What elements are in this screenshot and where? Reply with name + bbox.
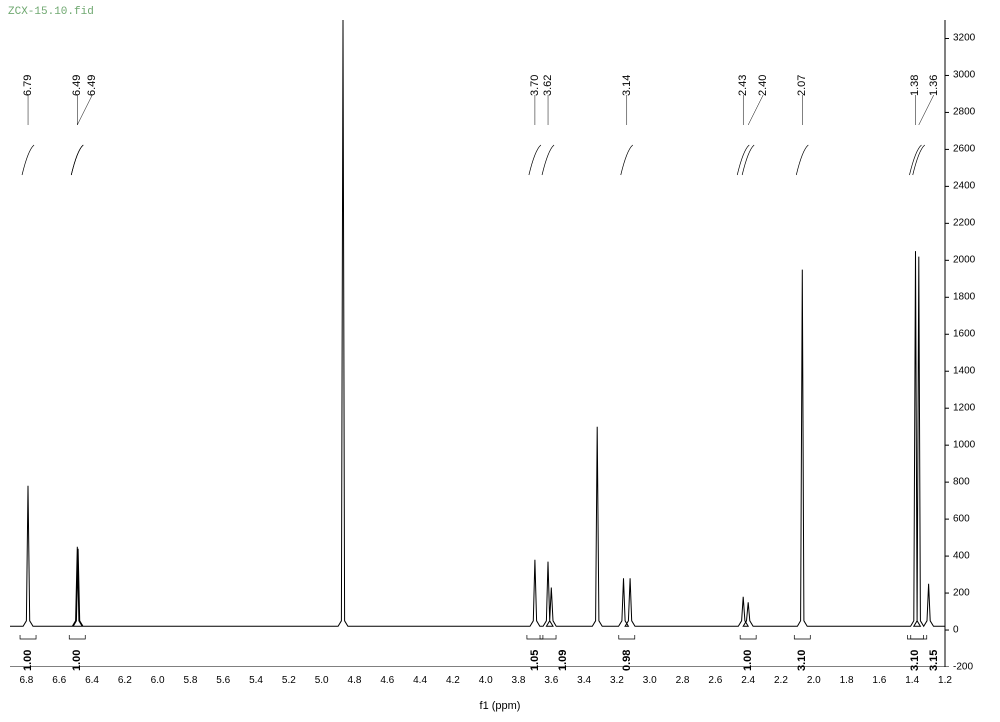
integral-label: 1.00 (71, 650, 83, 671)
integral-label: 3.10 (796, 650, 808, 671)
x-tick-label: 5.0 (315, 675, 329, 686)
y-tick-label: 400 (953, 551, 1000, 562)
x-tick-label: 5.6 (216, 675, 230, 686)
integral-label: 3.10 (909, 650, 921, 671)
y-tick-label: 3200 (953, 33, 1000, 44)
y-tick-label: 800 (953, 477, 1000, 488)
y-tick-label: 2200 (953, 218, 1000, 229)
x-tick-label: 2.8 (676, 675, 690, 686)
x-tick-label: 3.4 (577, 675, 591, 686)
y-tick-label: -200 (953, 662, 1000, 673)
integral-label: 1.09 (557, 650, 569, 671)
y-tick-label: 600 (953, 514, 1000, 525)
y-tick-label: 1400 (953, 366, 1000, 377)
x-tick-label: 2.0 (807, 675, 821, 686)
x-tick-label: 3.2 (610, 675, 624, 686)
y-tick-label: 1800 (953, 292, 1000, 303)
y-tick-label: 2000 (953, 255, 1000, 266)
peak-label: 6.49 (86, 75, 98, 96)
x-tick-label: 4.2 (446, 675, 460, 686)
x-tick-label: 1.6 (872, 675, 886, 686)
x-tick-label: 2.4 (741, 675, 755, 686)
x-tick-label: 5.8 (183, 675, 197, 686)
y-tick-label: 200 (953, 588, 1000, 599)
y-tick-label: 2400 (953, 181, 1000, 192)
integral-label: 1.00 (742, 650, 754, 671)
x-tick-label: 6.4 (85, 675, 99, 686)
x-axis-title: f1 (ppm) (480, 700, 521, 712)
peak-label: 3.14 (621, 75, 633, 96)
y-tick-label: 3000 (953, 70, 1000, 81)
y-tick-label: 1200 (953, 403, 1000, 414)
x-tick-label: 4.8 (348, 675, 362, 686)
x-tick-label: 3.8 (512, 675, 526, 686)
x-tick-label: 1.4 (905, 675, 919, 686)
x-tick-label: 4.0 (479, 675, 493, 686)
x-tick-label: 3.0 (643, 675, 657, 686)
x-tick-label: 5.4 (249, 675, 263, 686)
x-tick-label: 1.8 (840, 675, 854, 686)
integral-label: 0.98 (621, 650, 633, 671)
x-tick-label: 5.2 (282, 675, 296, 686)
peak-label: 2.43 (737, 75, 749, 96)
nmr-spectrum (0, 0, 955, 667)
peak-label: 6.79 (22, 75, 34, 96)
peak-label: 2.07 (796, 75, 808, 96)
x-tick-label: 6.2 (118, 675, 132, 686)
x-tick-label: 4.4 (413, 675, 427, 686)
peak-label: 2.40 (757, 75, 769, 96)
peak-label: 3.70 (529, 75, 541, 96)
y-tick-label: 0 (953, 625, 1000, 636)
x-tick-label: 2.2 (774, 675, 788, 686)
peak-label: 1.38 (909, 75, 921, 96)
x-tick-label: 1.2 (938, 675, 952, 686)
integral-label: 1.00 (22, 650, 34, 671)
y-tick-label: 2600 (953, 144, 1000, 155)
x-tick-label: 2.6 (708, 675, 722, 686)
integral-label: 3.15 (928, 650, 940, 671)
peak-label: 1.36 (928, 75, 940, 96)
x-tick-label: 4.6 (380, 675, 394, 686)
peak-label: 6.49 (71, 75, 83, 96)
x-tick-label: 6.8 (19, 675, 33, 686)
x-tick-label: 6.6 (52, 675, 66, 686)
y-tick-label: 1000 (953, 440, 1000, 451)
y-tick-label: 2800 (953, 107, 1000, 118)
x-tick-label: 3.6 (544, 675, 558, 686)
peak-label: 3.62 (542, 75, 554, 96)
y-tick-label: 1600 (953, 329, 1000, 340)
integral-label: 1.05 (529, 650, 541, 671)
x-tick-label: 6.0 (151, 675, 165, 686)
